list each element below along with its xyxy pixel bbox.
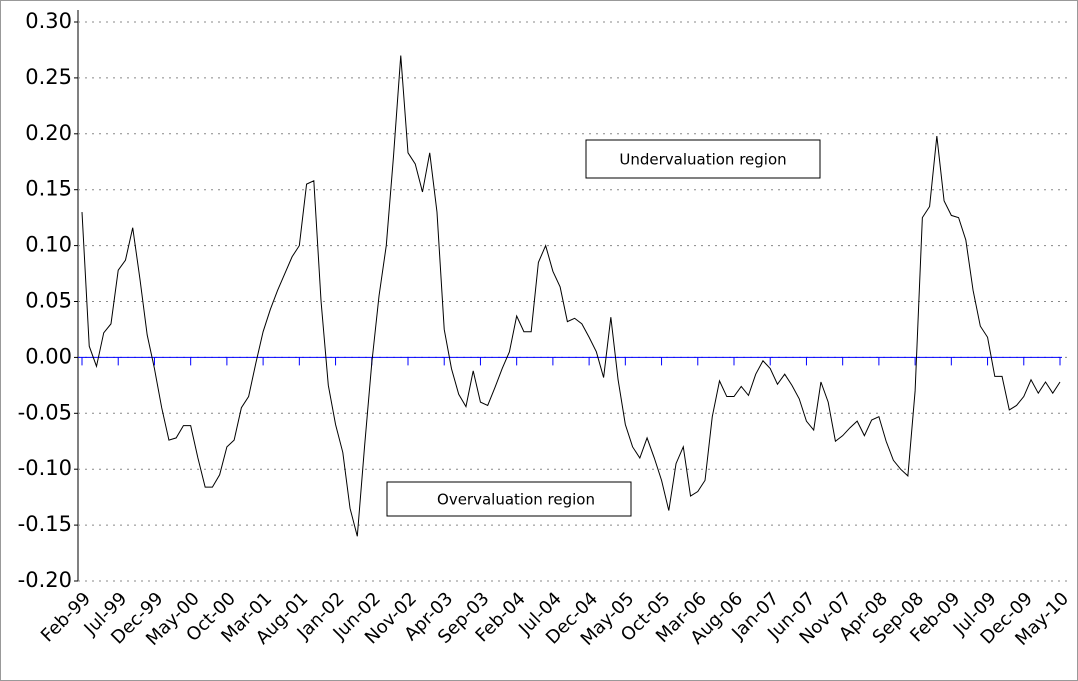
y-tick-label: 0.30: [25, 9, 72, 33]
y-tick-label: 0.15: [25, 177, 72, 201]
y-tick-label: -0.20: [18, 568, 72, 592]
annotation-box: [386, 481, 632, 517]
data-line: [81, 55, 1061, 537]
y-tick-label: -0.05: [18, 400, 72, 424]
annotation: Undervaluation region: [619, 151, 786, 169]
y-tick-label: 0.00: [25, 344, 72, 368]
annotation: Overvaluation region: [437, 491, 595, 509]
y-tick-label: 0.20: [25, 121, 72, 145]
y-tick-label: 0.10: [25, 233, 72, 257]
y-tick-label: 0.25: [25, 65, 72, 89]
y-tick-label: 0.05: [25, 289, 72, 313]
annotation-box: [585, 139, 821, 179]
y-tick-label: -0.15: [18, 512, 72, 536]
y-tick-label: -0.10: [18, 456, 72, 480]
